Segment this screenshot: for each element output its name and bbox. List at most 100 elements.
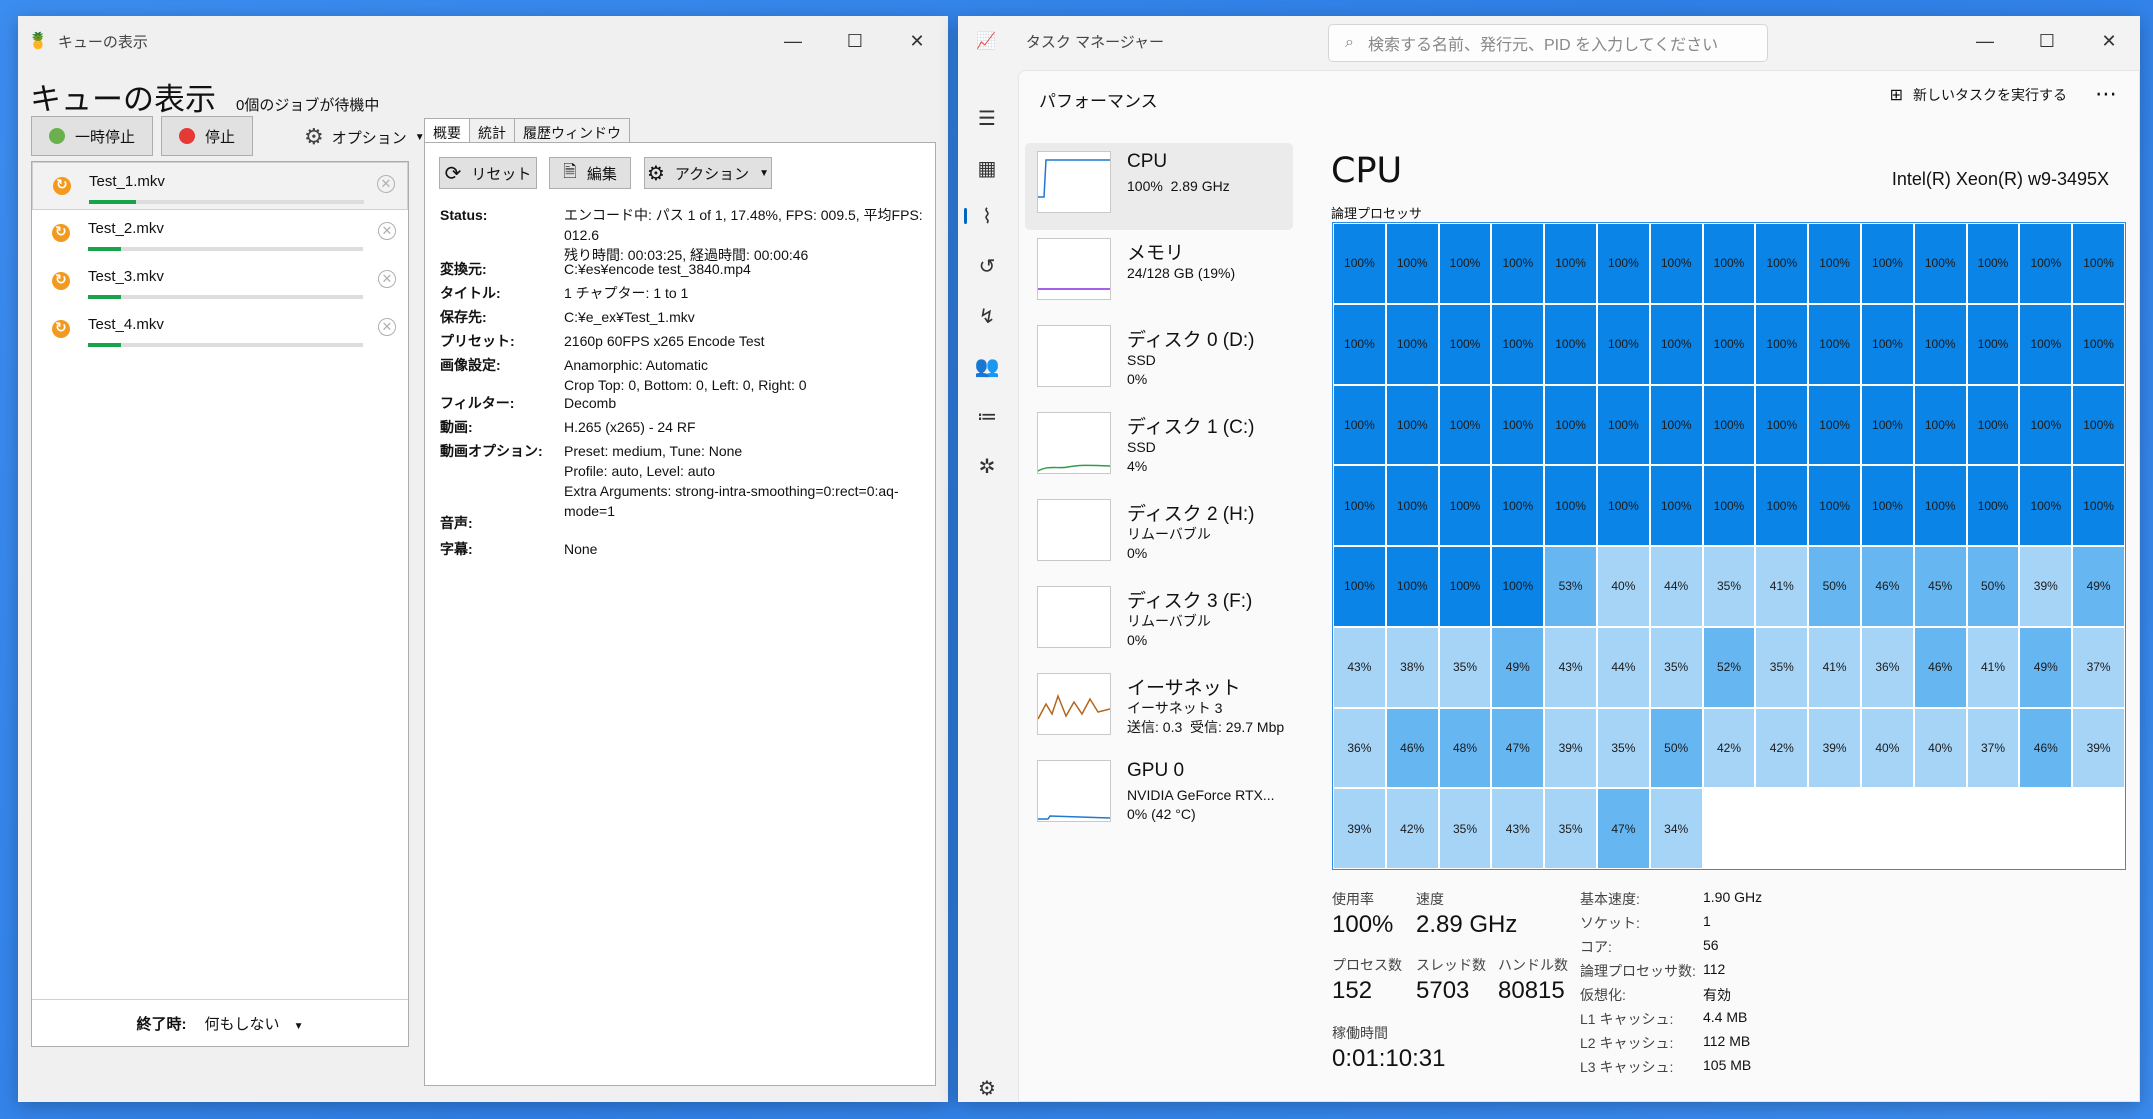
minimize-button[interactable]: — <box>784 30 802 51</box>
encoding-icon <box>52 271 70 290</box>
logical-processors-label: 論理プロセッサ <box>1331 206 1423 221</box>
core-cell: 100% <box>1755 384 1809 466</box>
device-name: メモリ <box>1127 243 1185 264</box>
pause-label: 一時停止 <box>74 128 135 146</box>
users-icon[interactable]: 👥 <box>974 355 1000 378</box>
device-detail: イーサネット 3 送信: 0.3 受信: 29.7 Mbp <box>1127 700 1285 735</box>
core-cell: 37% <box>2072 626 2125 708</box>
core-cell: 45% <box>1913 546 1967 627</box>
device-name: CPU <box>1127 151 1168 172</box>
core-cell: 46% <box>2019 707 2073 789</box>
core-cell: 48% <box>1438 707 1492 789</box>
performance-icon[interactable]: ⌇ <box>958 196 1016 236</box>
job-item[interactable]: Test_1.mkv ✕ <box>32 162 408 210</box>
core-cell: 41% <box>1755 546 1809 627</box>
core-cell: 100% <box>1438 384 1492 466</box>
processes-icon[interactable]: ▦ <box>977 157 997 180</box>
startup-apps-icon[interactable]: ↯ <box>978 305 996 328</box>
minimize-button[interactable]: — <box>1976 30 1994 51</box>
core-cell: 100% <box>1702 303 1756 385</box>
core-cell: 100% <box>2019 223 2073 304</box>
document-icon: 🗎 <box>563 161 577 181</box>
remove-job-icon[interactable]: ✕ <box>378 318 396 336</box>
spec-row: L1 キャッシュ: 4.4 MB <box>1580 1009 1840 1029</box>
device-item[interactable]: イーサネット イーサネット 3 送信: 0.3 受信: 29.7 Mbp <box>1025 665 1293 752</box>
remove-job-icon[interactable]: ✕ <box>377 175 395 193</box>
core-cell: 49% <box>1491 626 1545 708</box>
core-cell: 100% <box>1333 465 1386 546</box>
pause-button[interactable]: 一時停止 <box>31 116 153 156</box>
core-cell: 100% <box>2019 384 2073 466</box>
core-cell: 100% <box>1385 223 1439 304</box>
spec-row: 基本速度: 1.90 GHz <box>1580 889 1840 909</box>
edit-button[interactable]: 🗎 編集 <box>549 157 631 189</box>
detail-value: Anamorphic: Automatic Crop Top: 0, Botto… <box>564 357 807 393</box>
app-history-icon[interactable]: ↺ <box>978 255 996 278</box>
close-button[interactable]: ✕ <box>909 30 925 51</box>
action-dropdown[interactable]: ⚙ アクション ▼ <box>644 157 772 189</box>
speed-value: 2.89 GHz <box>1416 911 1518 938</box>
device-item[interactable]: ディスク 0 (D:) SSD 0% <box>1025 317 1293 404</box>
more-options-icon[interactable]: ⋯ <box>2095 81 2117 106</box>
remove-job-icon[interactable]: ✕ <box>378 222 396 240</box>
maximize-button[interactable]: ☐ <box>2038 30 2056 51</box>
handles-label: ハンドル数 <box>1498 957 1568 973</box>
details-icon[interactable]: ≔ <box>977 405 997 428</box>
detail-label: 音声: <box>440 515 473 531</box>
detail-panel: ⟳ リセット 🗎 編集 ⚙ アクション ▼ Status: エンコード中: パス … <box>424 142 936 1086</box>
stop-button[interactable]: 停止 <box>161 116 253 156</box>
job-item[interactable]: Test_2.mkv ✕ <box>32 210 408 258</box>
spec-value: 1 <box>1703 913 1711 929</box>
app-icon: 🍍 <box>28 33 48 50</box>
menu-icon[interactable]: ☰ <box>978 107 996 130</box>
core-cell: 52% <box>1702 626 1756 708</box>
job-item[interactable]: Test_3.mkv ✕ <box>32 258 408 306</box>
when-done-select[interactable]: 何もしない ▼ <box>204 1013 303 1034</box>
job-progress-bar <box>88 343 363 347</box>
close-button[interactable]: ✕ <box>2101 30 2117 51</box>
services-icon[interactable]: ✲ <box>978 455 996 478</box>
core-cell: 100% <box>1966 384 2020 466</box>
page-title: キューの表示 <box>30 82 216 118</box>
spec-row: 論理プロセッサ数: 112 <box>1580 961 1840 981</box>
core-cell: 40% <box>1913 707 1967 789</box>
detail-label: Status: <box>440 207 488 223</box>
core-cell: 39% <box>1333 788 1386 869</box>
device-graph <box>1037 673 1111 735</box>
device-item[interactable]: ディスク 3 (F:) リムーバブル 0% <box>1025 578 1293 665</box>
device-item[interactable]: CPU 100% 2.89 GHz <box>1025 143 1293 230</box>
search-input[interactable]: ⌕ 検索する名前、発行元、PID を入力してください <box>1328 24 1768 62</box>
core-cell: 100% <box>1491 465 1545 546</box>
device-item[interactable]: メモリ 24/128 GB (19%) <box>1025 230 1293 317</box>
core-cell: 49% <box>2072 546 2125 627</box>
core-cell: 46% <box>1385 707 1439 789</box>
spec-row: 仮想化: 有効 <box>1580 985 1840 1005</box>
device-name: ディスク 3 (F:) <box>1127 591 1253 612</box>
core-cell: 100% <box>1544 223 1597 304</box>
spec-row: コア: 56 <box>1580 937 1840 957</box>
options-dropdown[interactable]: ⚙ オプション ▼ <box>304 124 425 150</box>
remove-job-icon[interactable]: ✕ <box>378 270 396 288</box>
core-cell: 100% <box>1861 303 1914 385</box>
core-cell: 100% <box>1597 384 1650 466</box>
core-cell: 100% <box>1861 223 1914 304</box>
device-item[interactable]: ディスク 2 (H:) リムーバブル 0% <box>1025 491 1293 578</box>
pending-count: 0個のジョブが待機中 <box>236 97 380 114</box>
new-task-icon: ⊞ <box>1889 87 1903 104</box>
spec-value: 112 MB <box>1703 1033 1751 1049</box>
device-item[interactable]: ディスク 1 (C:) SSD 4% <box>1025 404 1293 491</box>
refresh-icon: ⟳ <box>444 162 462 185</box>
core-cell: 39% <box>1808 707 1861 789</box>
device-item[interactable]: GPU 0 NVIDIA GeForce RTX... 0% (42 °C) <box>1025 752 1293 839</box>
maximize-button[interactable]: ☐ <box>846 30 864 51</box>
when-done: 終了時: 何もしない ▼ <box>32 999 408 1046</box>
reset-button[interactable]: ⟳ リセット <box>439 157 537 189</box>
core-cell: 100% <box>1597 223 1650 304</box>
device-detail: SSD 0% <box>1127 352 1156 387</box>
run-new-task-button[interactable]: ⊞ 新しいタスクを実行する <box>1890 85 2067 105</box>
settings-icon[interactable]: ⚙ <box>978 1077 996 1100</box>
device-detail: 100% 2.89 GHz <box>1127 178 1230 194</box>
spec-row: ソケット: 1 <box>1580 913 1840 933</box>
job-item[interactable]: Test_4.mkv ✕ <box>32 306 408 354</box>
detail-value: Preset: medium, Tune: None Profile: auto… <box>564 443 899 519</box>
